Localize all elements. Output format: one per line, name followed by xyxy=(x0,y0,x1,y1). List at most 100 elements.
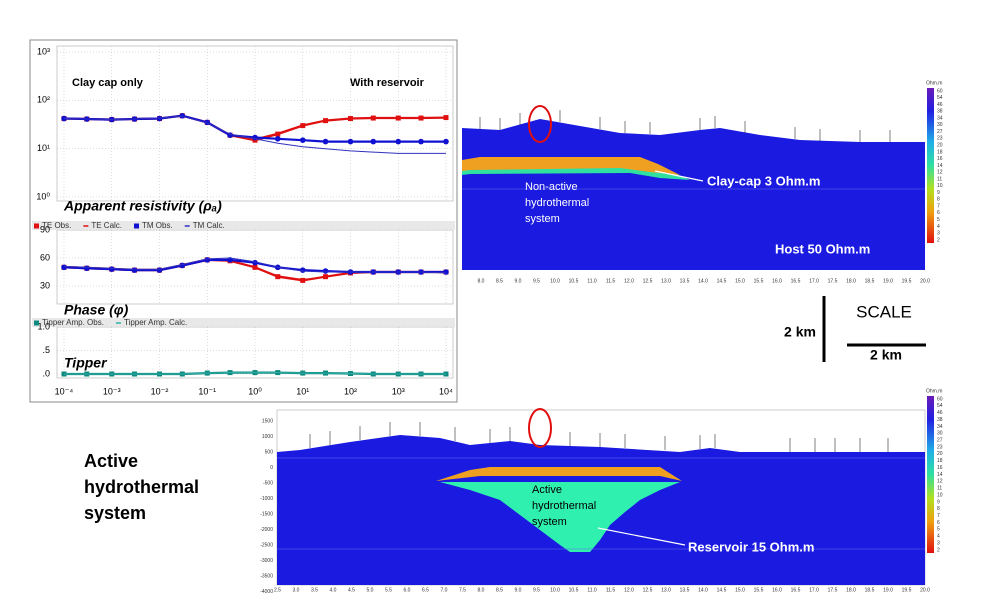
y-tick-label: .5 xyxy=(42,345,50,355)
x-tick-label: 10.0 xyxy=(550,587,560,593)
colorbar-label: 12 xyxy=(937,479,943,485)
x-tick-label: 18.0 xyxy=(846,278,856,284)
scale-label: 2 km xyxy=(784,324,816,340)
colorbar-label: 46 xyxy=(937,410,943,416)
x-tick-label: 11.5 xyxy=(606,587,616,593)
colorbar-label: 34 xyxy=(937,115,943,121)
reservoir-label: Reservoir 15 Ohm.m xyxy=(688,539,814,554)
x-tick-label: 15.0 xyxy=(735,587,745,593)
colorbar-unit: Ohm.m xyxy=(926,388,942,394)
colorbar-label: 18 xyxy=(937,149,943,155)
legend-label: Tipper Amp. Calc. xyxy=(124,318,187,327)
colorbar-unit: Ohm.m xyxy=(926,80,942,86)
x-tick-label: 14.5 xyxy=(717,587,727,593)
colorbar-label: 3 xyxy=(937,231,940,237)
colorbar xyxy=(927,396,934,553)
body-label: system xyxy=(525,213,560,225)
x-tick-label: 12.0 xyxy=(624,278,634,284)
point xyxy=(322,268,329,274)
scale: SCALE 2 km 2 km xyxy=(784,296,926,363)
legend-label: TE Obs. xyxy=(42,221,71,230)
x-tick-label: 17.5 xyxy=(828,587,838,593)
y-tick-label: 0 xyxy=(270,465,273,471)
body-label: system xyxy=(532,516,567,528)
x-tick-label: 12.0 xyxy=(624,587,634,593)
colorbar-label: 7 xyxy=(937,203,940,209)
x-tick-label: 10⁻³ xyxy=(103,386,121,396)
scale-label: 2 km xyxy=(870,347,902,363)
colorbar-label: 38 xyxy=(937,109,943,115)
legend-label: Tipper Amp. Obs. xyxy=(42,318,104,327)
x-tick-label: 14.0 xyxy=(698,587,708,593)
point xyxy=(323,118,329,124)
x-tick-label: 12.5 xyxy=(643,278,653,284)
x-tick-label: 19.0 xyxy=(883,278,893,284)
body-label: hydrothermal xyxy=(525,197,589,209)
colorbar-label: 14 xyxy=(937,163,943,169)
colorbar-label: 16 xyxy=(937,465,943,471)
x-tick-label: 3.5 xyxy=(311,587,318,593)
colorbar-label: 5 xyxy=(937,217,940,223)
x-tick-label: 8.0 xyxy=(478,587,485,593)
colorbar xyxy=(927,88,934,243)
x-tick-label: 16.0 xyxy=(772,278,782,284)
x-tick-label: 10⁻⁴ xyxy=(55,386,74,396)
point xyxy=(370,138,377,145)
point xyxy=(395,138,402,145)
x-tick-label: 10.0 xyxy=(550,278,560,284)
x-tick-label: 9.0 xyxy=(515,587,522,593)
point xyxy=(274,136,281,142)
point xyxy=(156,267,163,273)
colorbar-label: 4 xyxy=(937,224,940,230)
point xyxy=(299,267,306,273)
legend-strip xyxy=(32,221,455,230)
colorbar-label: 8 xyxy=(937,506,940,512)
colorbar-label: 8 xyxy=(937,197,940,203)
colorbar-label: 10 xyxy=(937,183,943,189)
y-tick-label: 1.0 xyxy=(37,321,50,331)
x-tick-label: 8.0 xyxy=(478,278,485,284)
y-tick-label: -2000 xyxy=(260,527,273,533)
x-tick-label: 10⁻² xyxy=(151,386,169,396)
x-tick-label: 19.0 xyxy=(883,587,893,593)
y-tick-label: 10³ xyxy=(37,46,50,56)
x-tick-label: 7.5 xyxy=(459,587,466,593)
point xyxy=(443,138,449,145)
body-label: hydrothermal xyxy=(532,500,596,512)
colorbar-label: 27 xyxy=(937,129,943,135)
heading: system xyxy=(84,503,146,523)
panel-title: Phase (φ) xyxy=(64,302,129,318)
annotation: With reservoir xyxy=(350,77,425,89)
point xyxy=(275,274,281,280)
x-tick-label: 10⁻¹ xyxy=(198,386,216,396)
colorbar-label: 20 xyxy=(937,451,943,457)
point xyxy=(322,138,329,145)
x-tick-label: 5.0 xyxy=(367,587,374,593)
x-tick-label: 9.5 xyxy=(533,587,540,593)
x-tick-label: 16.5 xyxy=(791,587,801,593)
body-label: Active xyxy=(532,484,562,496)
x-tick-label: 19.5 xyxy=(902,278,912,284)
colorbar-label: 23 xyxy=(937,136,943,142)
y-tick-label: 1000 xyxy=(262,434,273,440)
reservoir xyxy=(440,482,680,552)
legend-marker xyxy=(34,320,39,326)
x-tick-label: 11.0 xyxy=(587,587,597,593)
x-tick-label: 13.5 xyxy=(680,278,690,284)
colorbar-label: 9 xyxy=(937,499,940,505)
x-tick-label: 18.0 xyxy=(846,587,856,593)
x-tick-label: 13.0 xyxy=(661,587,671,593)
x-tick-label: 10² xyxy=(344,386,357,396)
point xyxy=(131,267,138,273)
legend-label: TM Calc. xyxy=(193,221,225,230)
colorbar-label: 5 xyxy=(937,527,940,533)
host-label: Host 50 Ohm.m xyxy=(775,241,870,256)
colorbar-label: 46 xyxy=(937,102,943,108)
x-tick-label: 10.5 xyxy=(569,587,579,593)
x-tick-label: 6.5 xyxy=(422,587,429,593)
panel-title: Apparent resistivity (ρₐ) xyxy=(63,198,222,214)
x-tick-label: 10⁰ xyxy=(248,386,262,396)
panel-title: Tipper xyxy=(64,355,108,371)
x-tick-label: 6.0 xyxy=(404,587,411,593)
